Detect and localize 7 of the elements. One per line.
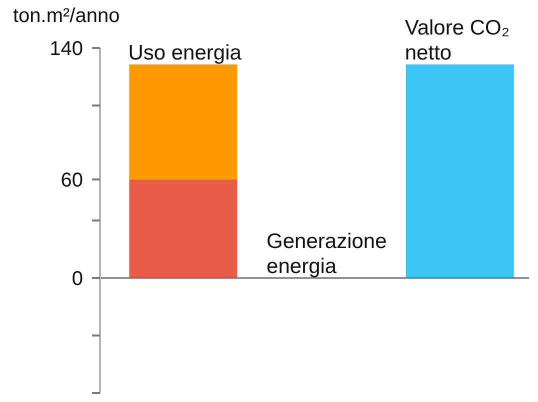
y-tick-label: 140 (50, 38, 83, 60)
y-axis-title: ton.m²/anno (13, 5, 120, 27)
x-tick-label: Generazione energia (266, 230, 387, 278)
y-tick-label: 0 (72, 268, 83, 290)
y-tick-label: 60 (60, 170, 83, 192)
x-tick-label: Valore CO₂ netto (404, 16, 510, 64)
x-tick-label: Uso energia (128, 41, 242, 64)
